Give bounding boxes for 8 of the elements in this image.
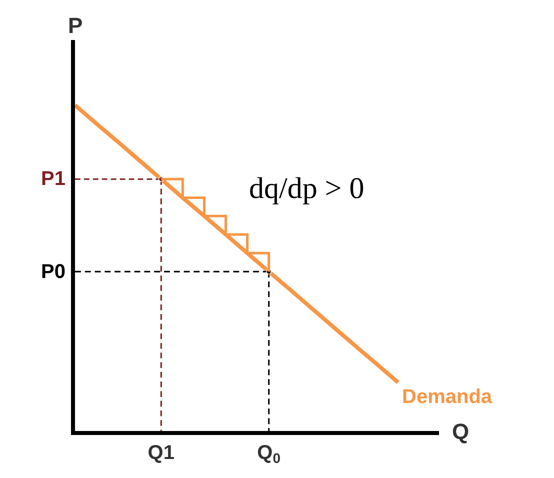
x-tick-label: Q$_{0}$ [257,442,281,466]
series-label: P1 [41,168,66,190]
series-label: P0 [41,261,66,283]
x-axis-title: Q [452,419,470,444]
annotation: dq/dp > 0 [249,172,364,205]
x-tick-label: Q1 [148,442,174,464]
y-axis-title: P [68,13,83,38]
series-label: Demanda [402,386,493,408]
